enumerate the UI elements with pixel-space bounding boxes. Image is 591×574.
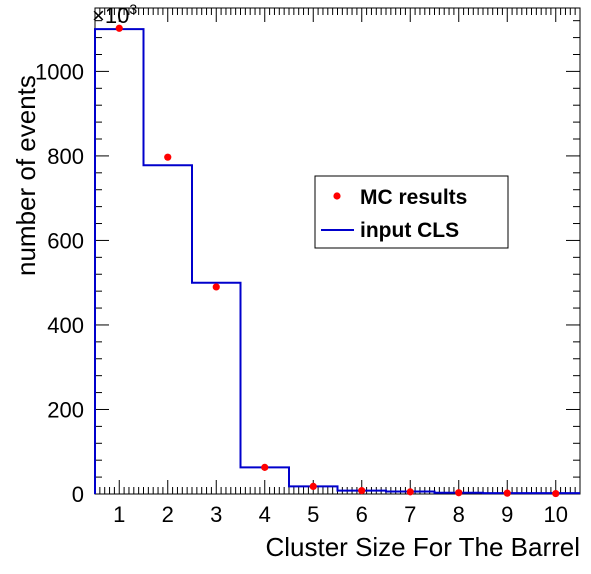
y-tick-label: 800 [47, 144, 84, 169]
x-tick-label: 10 [544, 502, 568, 527]
legend-marker-mc-results [333, 192, 341, 200]
mc-results-point [212, 283, 220, 291]
y-tick-label: 0 [72, 482, 84, 507]
x-axis-title: Cluster Size For The Barrel [265, 532, 580, 562]
mc-results-point [552, 489, 560, 498]
mc-results-point [455, 489, 463, 497]
x-tick-label: 2 [162, 502, 174, 527]
x-axis-tick-labels: 1 2 3 4 5 6 7 8 9 10 [113, 502, 568, 527]
x-tick-label: 3 [210, 502, 222, 527]
x-tick-label: 8 [453, 502, 465, 527]
legend-label-mc-results: MC results [360, 186, 467, 209]
legend-box [314, 175, 509, 249]
legend: MC results input CLS [314, 175, 509, 249]
x-tick-label: 1 [113, 502, 125, 527]
mc-results-point [503, 489, 511, 497]
x-tick-label: 6 [356, 502, 368, 527]
y-tick-label: 1000 [35, 59, 84, 84]
mc-results-point [261, 463, 269, 471]
y-tick-label: 600 [47, 228, 84, 253]
x-tick-label: 5 [307, 502, 319, 527]
y-axis-tick-labels: 0 200 400 600 800 1000 [35, 59, 84, 507]
y-tick-label: 400 [47, 313, 84, 338]
mc-results-point [164, 153, 172, 161]
mc-results-point [309, 482, 317, 490]
y-tick-label: 200 [47, 397, 84, 422]
y-axis-title: number of events [11, 75, 41, 276]
mc-results-point [115, 24, 123, 32]
x-tick-label: 9 [501, 502, 513, 527]
y-multiplier-label: ×103 [92, 1, 137, 28]
legend-label-input-cls: input CLS [360, 219, 459, 242]
x-tick-label: 7 [404, 502, 416, 527]
mc-results-point [406, 488, 414, 496]
x-tick-label: 4 [259, 502, 271, 527]
mc-results-point [358, 487, 366, 495]
series-mc-results-markers [115, 24, 560, 498]
